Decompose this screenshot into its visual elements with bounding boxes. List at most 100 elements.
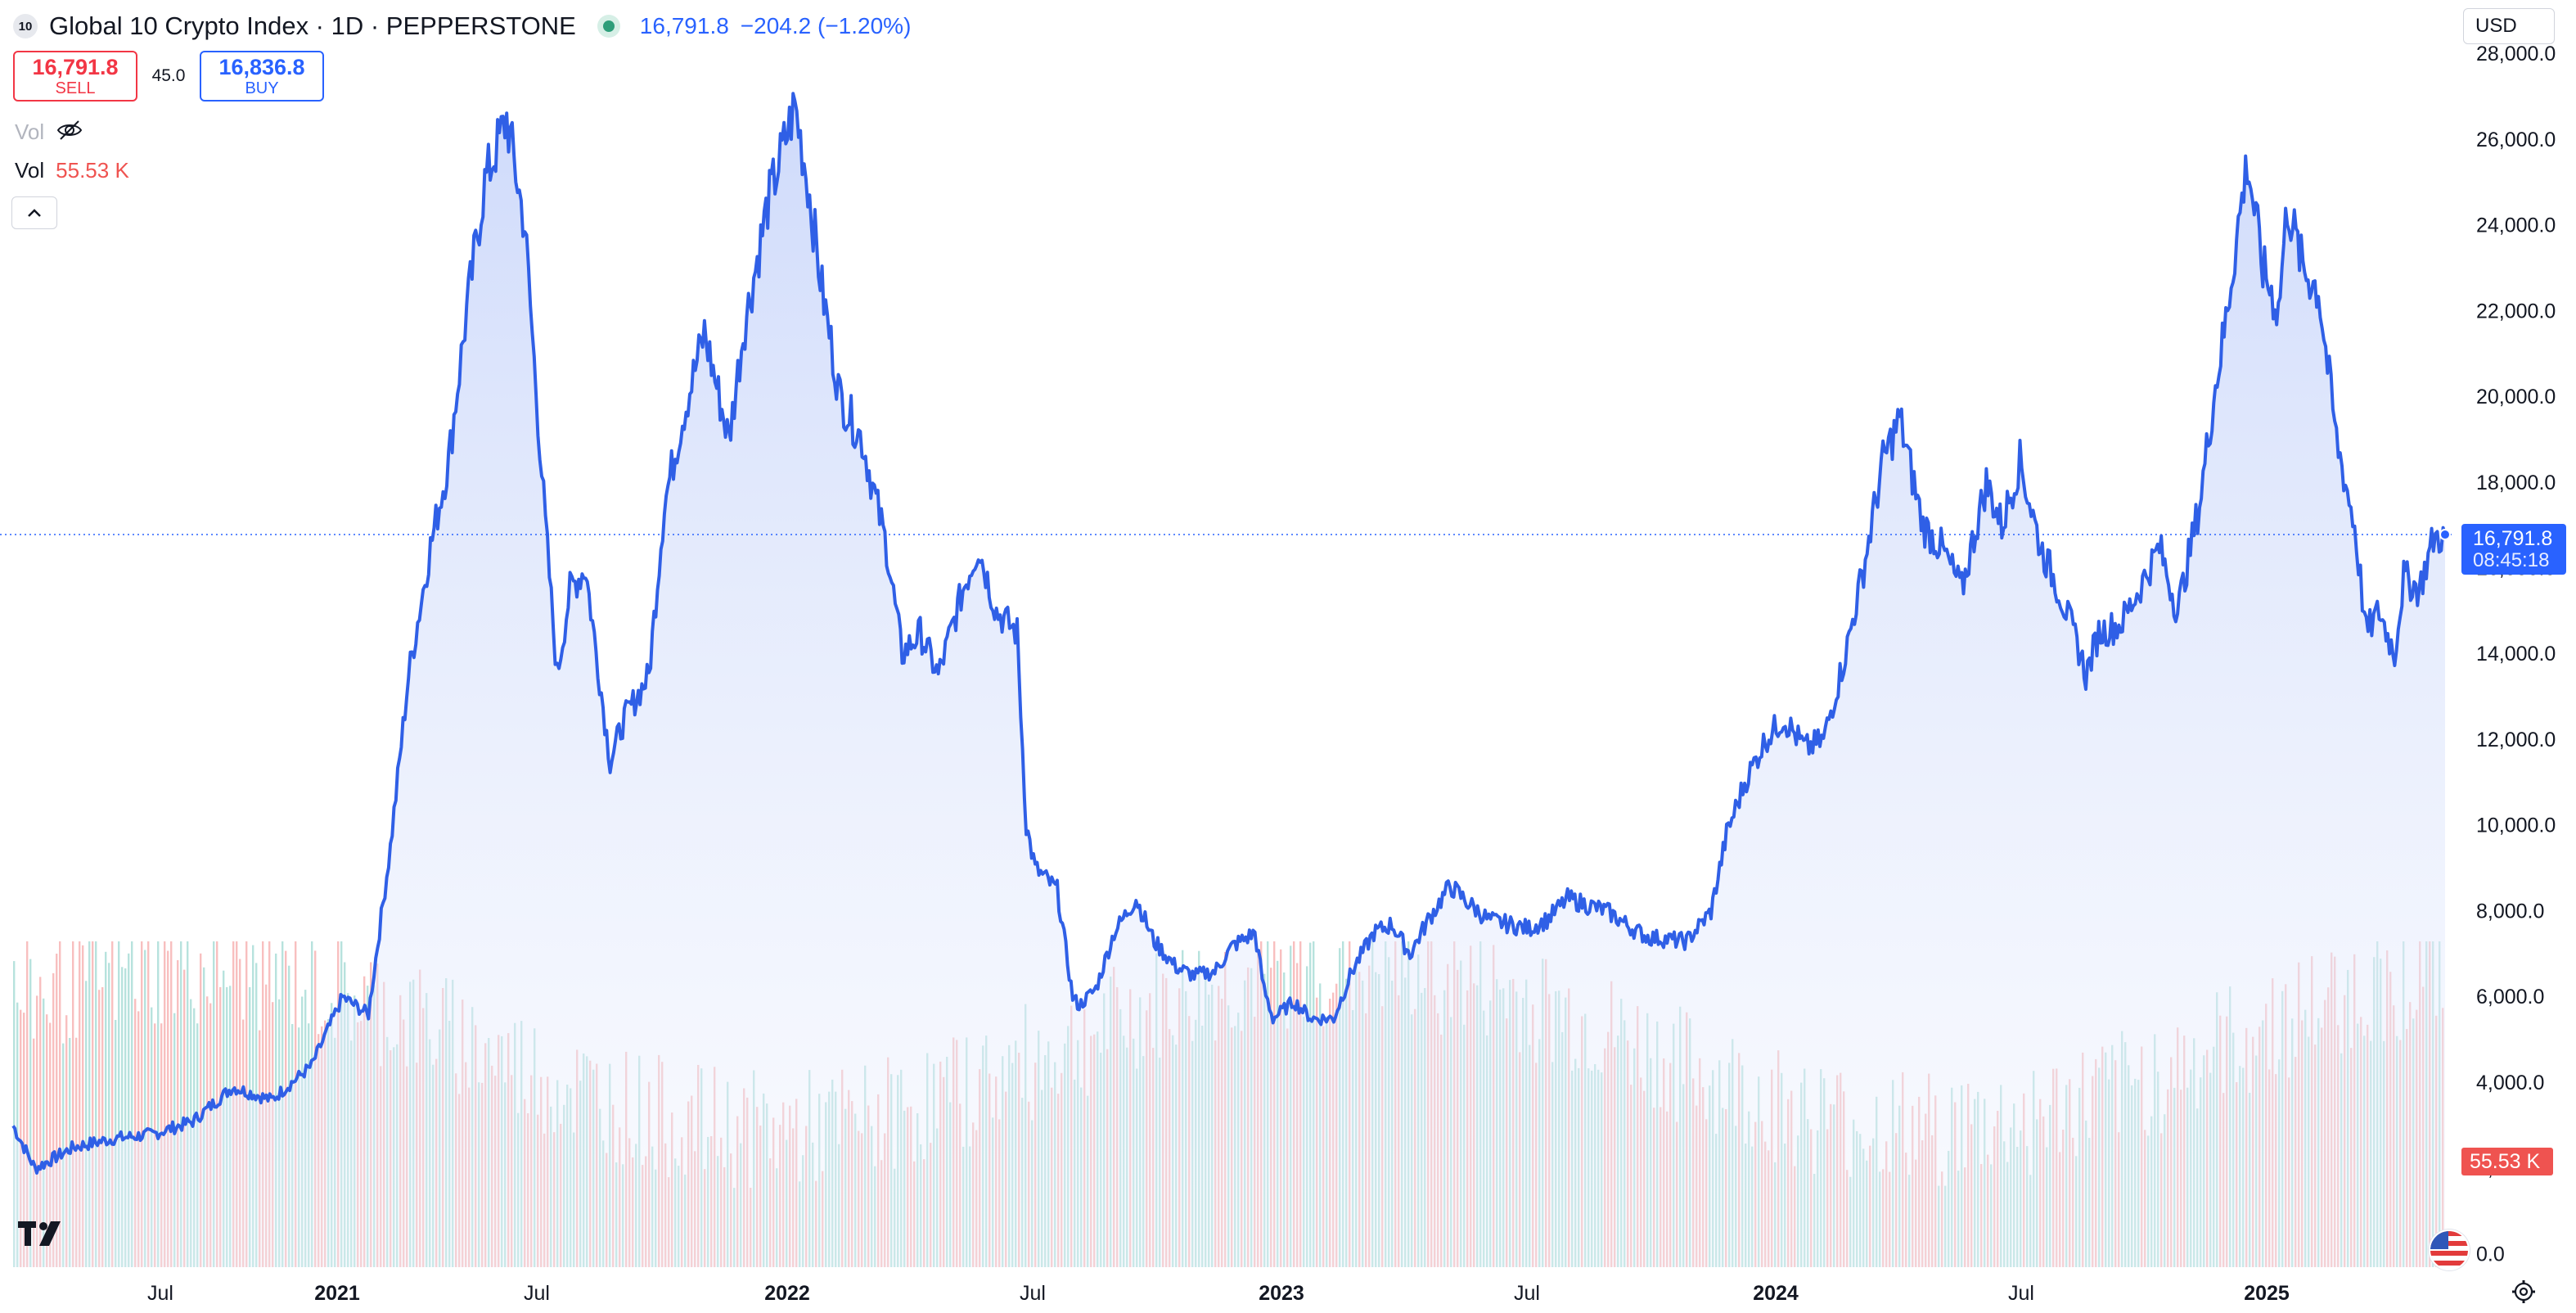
y-tick-label: 6,000.0 [2476,986,2544,1008]
volume-bar [20,1009,22,1267]
volume-label[interactable]: Vol [15,158,45,183]
volume-bar [177,960,179,1267]
volume-bar [82,945,84,1267]
symbol-badge[interactable]: 10 [13,14,38,38]
volume-bar [118,941,120,1267]
volume-bar [39,977,42,1267]
volume-bar [88,941,91,1267]
volume-bar [108,963,110,1267]
x-tick-label: Jul [1514,1282,1540,1305]
sell-label: SELL [55,79,96,97]
y-tick-label: 22,000.0 [2476,300,2556,323]
y-tick-label: 8,000.0 [2476,900,2544,923]
volume-bar [164,941,166,1267]
volume-bar [157,941,160,1267]
volume-bar [131,941,133,1267]
volume-bar [134,999,137,1267]
volume-bar [79,941,81,1267]
spread-value: 45.0 [151,66,186,85]
chevron-up-icon [28,209,41,217]
sell-button[interactable]: 16,791.8 SELL [13,51,137,102]
header-price: 16,791.8 [639,13,729,38]
y-tick-label: 4,000.0 [2476,1072,2544,1094]
volume-bar [141,941,143,1267]
volume-bar [147,941,150,1267]
y-tick-label: 28,000.0 [2476,43,2556,65]
last-price-dot [2439,529,2451,541]
volume-bar [128,953,130,1267]
volume-bar [56,954,58,1267]
volume-bar [105,951,107,1267]
time-axis: Jul 2021 Jul 2022 Jul 2023 Jul 2024 Jul 2025 [147,1282,2290,1305]
trade-panel: 16,791.8 SELL 45.0 16,836.8 BUY [13,51,324,102]
volume-bar [26,941,29,1267]
volume-bar [170,941,173,1267]
volume-bar [144,950,146,1267]
volume-bar [95,941,97,1267]
tradingview-logo-icon[interactable] [18,1220,70,1252]
volume-bar [59,941,61,1267]
volume-bar [13,961,16,1267]
buy-label: BUY [245,79,279,97]
bar-countdown: 08:45:18 [2473,549,2550,571]
volume-bar [111,941,114,1267]
y-tick-label: 26,000.0 [2476,129,2556,151]
y-tick-label: 20,000.0 [2476,386,2556,408]
hidden-volume-legend: Vol [15,119,83,146]
x-tick-label: 2024 [1753,1282,1799,1305]
volume-bar [200,953,202,1267]
sell-price: 16,791.8 [32,55,119,79]
volume-bar [46,1014,48,1267]
volume-bar [101,987,104,1267]
x-tick-label: 2023 [1259,1282,1304,1305]
volume-value: 55.53 K [56,158,129,183]
volume-bar [29,959,32,1267]
x-tick-label: Jul [2008,1282,2034,1305]
volume-bar [65,1015,68,1267]
x-tick-label: 2021 [314,1282,360,1305]
us-flag-icon[interactable] [2429,1230,2470,1270]
volume-bar [187,941,189,1267]
x-tick-label: Jul [1020,1282,1046,1305]
volume-legend: Vol 55.53 K [15,158,129,183]
volume-bar [52,972,55,1267]
symbol-title[interactable]: Global 10 Crypto Index · 1D · PEPPERSTON… [49,11,576,40]
volume-bar [167,950,169,1267]
market-status-icon[interactable] [597,15,620,38]
x-tick-label: Jul [147,1282,173,1305]
volume-bar [33,1038,35,1267]
volume-bar [36,995,38,1267]
volume-bar [23,1013,25,1267]
last-price-value: 16,791.8 [2473,527,2553,550]
x-tick-label: 2025 [2244,1282,2290,1305]
collapse-legend-button[interactable] [11,196,57,229]
symbol-header: 10 Global 10 Crypto Index · 1D · PEPPERS… [13,10,911,43]
x-tick-label: 2022 [764,1282,810,1305]
gear-icon[interactable] [2511,1279,2537,1305]
buy-button[interactable]: 16,836.8 BUY [200,51,324,102]
y-tick-label: 0.0 [2476,1243,2505,1266]
y-tick-label: 18,000.0 [2476,472,2556,494]
header-change: −204.2 (−1.20%) [740,13,912,38]
last-price-label: 16,791.8 08:45:18 [2461,524,2566,575]
volume-bar [72,941,74,1267]
currency-selector[interactable]: USD [2463,8,2555,44]
volume-bar [124,968,127,1267]
price-line [11,92,2447,1175]
price-area-fill [13,93,2445,1267]
x-tick-label: Jul [524,1282,550,1305]
y-tick-label: 10,000.0 [2476,814,2556,837]
y-tick-label: 24,000.0 [2476,214,2556,237]
volume-bar [121,967,124,1267]
price-axis: 0.02,000.04,000.06,000.08,000.010,000.01… [2476,43,2556,1266]
volume-bar [180,941,182,1267]
hidden-volume-label[interactable]: Vol [15,120,45,144]
volume-bar [98,990,101,1267]
eye-off-icon[interactable] [56,119,83,146]
last-volume-label: 55.53 K [2461,1148,2553,1175]
volume-bar [43,998,45,1267]
y-tick-label: 12,000.0 [2476,729,2556,751]
y-tick-label: 14,000.0 [2476,643,2556,666]
volume-bar [92,941,94,1267]
